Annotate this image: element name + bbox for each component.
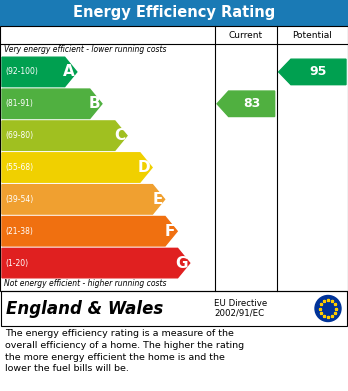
Polygon shape: [2, 57, 77, 87]
Polygon shape: [2, 89, 102, 118]
Polygon shape: [2, 217, 177, 246]
Text: Current: Current: [229, 30, 263, 39]
Polygon shape: [2, 185, 165, 214]
Text: B: B: [88, 96, 100, 111]
Polygon shape: [2, 153, 152, 182]
Text: E: E: [152, 192, 163, 207]
Polygon shape: [279, 59, 346, 85]
Text: The energy efficiency rating is a measure of the
overall efficiency of a home. T: The energy efficiency rating is a measur…: [5, 329, 244, 373]
Bar: [0, 0, 348, 26]
Text: C: C: [114, 128, 125, 143]
Text: (39-54): (39-54): [5, 195, 33, 204]
Text: Very energy efficient - lower running costs: Very energy efficient - lower running co…: [4, 45, 166, 54]
Polygon shape: [2, 248, 190, 278]
Text: Energy Efficiency Rating: Energy Efficiency Rating: [73, 5, 275, 20]
Circle shape: [315, 296, 341, 321]
Text: 95: 95: [310, 65, 327, 79]
Text: A: A: [63, 65, 75, 79]
Polygon shape: [217, 91, 275, 117]
Text: (81-91): (81-91): [5, 99, 33, 108]
Text: EU Directive: EU Directive: [214, 299, 267, 308]
Text: Potential: Potential: [292, 30, 332, 39]
Text: 83: 83: [243, 97, 260, 110]
Text: G: G: [175, 256, 188, 271]
Text: Not energy efficient - higher running costs: Not energy efficient - higher running co…: [4, 279, 166, 288]
Text: (92-100): (92-100): [5, 67, 38, 76]
Text: (1-20): (1-20): [5, 258, 28, 267]
Polygon shape: [2, 121, 127, 151]
Text: England & Wales: England & Wales: [6, 300, 163, 317]
Text: D: D: [137, 160, 150, 175]
Text: (21-38): (21-38): [5, 227, 33, 236]
Text: F: F: [165, 224, 175, 239]
Bar: [0, 291, 348, 326]
Text: 2002/91/EC: 2002/91/EC: [214, 309, 264, 318]
Bar: [0, 26, 348, 291]
Text: (55-68): (55-68): [5, 163, 33, 172]
Text: (69-80): (69-80): [5, 131, 33, 140]
Bar: [1, 291, 347, 326]
